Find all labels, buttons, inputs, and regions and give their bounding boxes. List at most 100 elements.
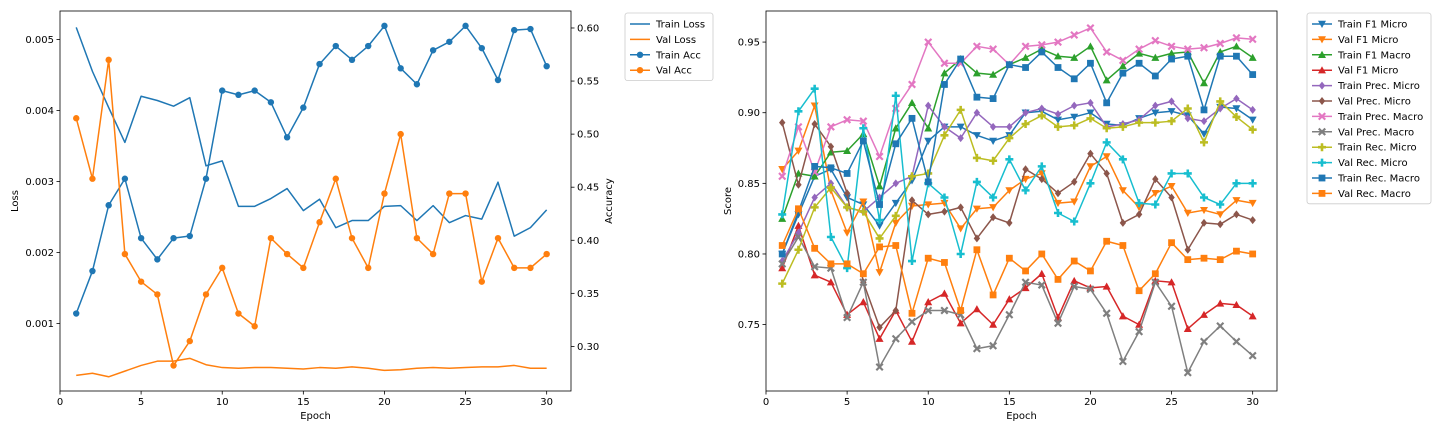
legend-entry-val-prec-macro: Val Prec. Macro — [1312, 127, 1414, 138]
data-point — [1233, 247, 1240, 255]
data-point — [925, 101, 932, 110]
data-point — [1070, 113, 1079, 121]
data-point — [908, 309, 916, 317]
legend-entry-train-rec-micro: Train Rec. Micro — [1312, 143, 1417, 154]
x-tick-label: 30 — [540, 397, 553, 408]
data-point — [1248, 125, 1257, 134]
data-point — [121, 175, 129, 182]
data-point — [941, 207, 948, 216]
x-tick-label: 0 — [57, 397, 63, 408]
data-point — [1086, 42, 1095, 50]
data-point — [1103, 99, 1111, 107]
y-right-axis-label: Accuracy — [604, 178, 615, 224]
data-point — [811, 244, 819, 252]
data-point — [478, 44, 485, 52]
data-point — [1102, 153, 1111, 161]
data-point — [1054, 189, 1062, 198]
data-point — [989, 137, 998, 145]
data-point — [875, 269, 884, 277]
data-point — [1183, 209, 1192, 218]
data-point — [1167, 117, 1176, 126]
data-point — [876, 243, 883, 251]
data-point — [1005, 155, 1014, 164]
data-point — [972, 69, 981, 77]
legend-label: Train Rec. Micro — [1337, 143, 1417, 154]
data-point — [1200, 79, 1208, 87]
data-point — [1151, 118, 1160, 127]
y-right-tick-label: 0.35 — [577, 289, 599, 300]
data-point — [810, 271, 819, 279]
data-point — [1103, 237, 1111, 245]
series-line — [75, 25, 548, 314]
data-point — [957, 203, 964, 212]
data-point — [121, 250, 129, 258]
data-point — [1167, 49, 1176, 57]
data-point — [1184, 114, 1191, 123]
series-line — [781, 100, 1254, 284]
data-point — [1233, 52, 1240, 60]
data-point — [1070, 276, 1079, 285]
data-point — [1152, 101, 1159, 110]
series-val-acc — [73, 56, 550, 369]
data-point — [1168, 55, 1175, 63]
data-point — [972, 205, 981, 213]
data-point — [1168, 193, 1175, 202]
data-point — [1054, 38, 1062, 47]
data-point — [957, 134, 964, 143]
data-point — [956, 225, 965, 233]
data-point — [300, 104, 307, 111]
data-point — [1054, 209, 1062, 218]
legend-frame — [624, 12, 714, 81]
data-point — [1216, 322, 1225, 331]
legend-marker — [1318, 50, 1326, 58]
data-point — [891, 91, 900, 100]
data-point — [908, 80, 916, 89]
series-val-prec-micro — [779, 118, 1256, 332]
data-point — [891, 219, 900, 227]
plot-frame — [765, 10, 1278, 392]
legend-label: Train Acc — [655, 50, 701, 61]
data-point — [1086, 285, 1095, 294]
data-point — [1021, 283, 1030, 292]
data-point — [1167, 42, 1176, 51]
data-point — [1021, 120, 1030, 129]
data-point — [794, 245, 803, 254]
y-right-tick-label: 0.40 — [577, 236, 599, 247]
data-point — [957, 307, 965, 314]
data-point — [1005, 134, 1014, 143]
data-point — [875, 222, 884, 230]
data-point — [973, 234, 981, 243]
data-point — [924, 169, 933, 178]
data-point — [989, 95, 997, 102]
data-point — [778, 242, 786, 249]
data-point — [1216, 200, 1225, 209]
data-point — [1151, 190, 1160, 198]
legend-marker — [1318, 97, 1326, 105]
data-point — [1248, 199, 1257, 208]
data-point — [1200, 206, 1208, 215]
data-point — [956, 319, 965, 327]
data-point — [941, 81, 948, 88]
legend-marker — [636, 51, 644, 58]
series-line — [75, 27, 548, 237]
data-point — [381, 190, 388, 197]
legend-marker — [1318, 174, 1326, 182]
data-point — [1087, 59, 1094, 67]
data-point — [940, 69, 949, 77]
data-point — [779, 257, 786, 266]
data-point — [1200, 193, 1208, 202]
data-point — [1086, 163, 1095, 171]
legend-marker — [636, 67, 644, 74]
data-point — [1054, 122, 1062, 131]
data-point — [1054, 199, 1062, 208]
data-point — [908, 177, 916, 185]
data-point — [1103, 169, 1110, 178]
data-point — [300, 264, 307, 272]
legend-label: Train F1 Micro — [1337, 20, 1407, 31]
data-point — [892, 242, 900, 249]
data-point — [1006, 122, 1013, 131]
data-point — [1070, 31, 1079, 40]
data-point — [1151, 276, 1160, 285]
data-point — [875, 234, 884, 243]
data-point — [1070, 121, 1079, 130]
